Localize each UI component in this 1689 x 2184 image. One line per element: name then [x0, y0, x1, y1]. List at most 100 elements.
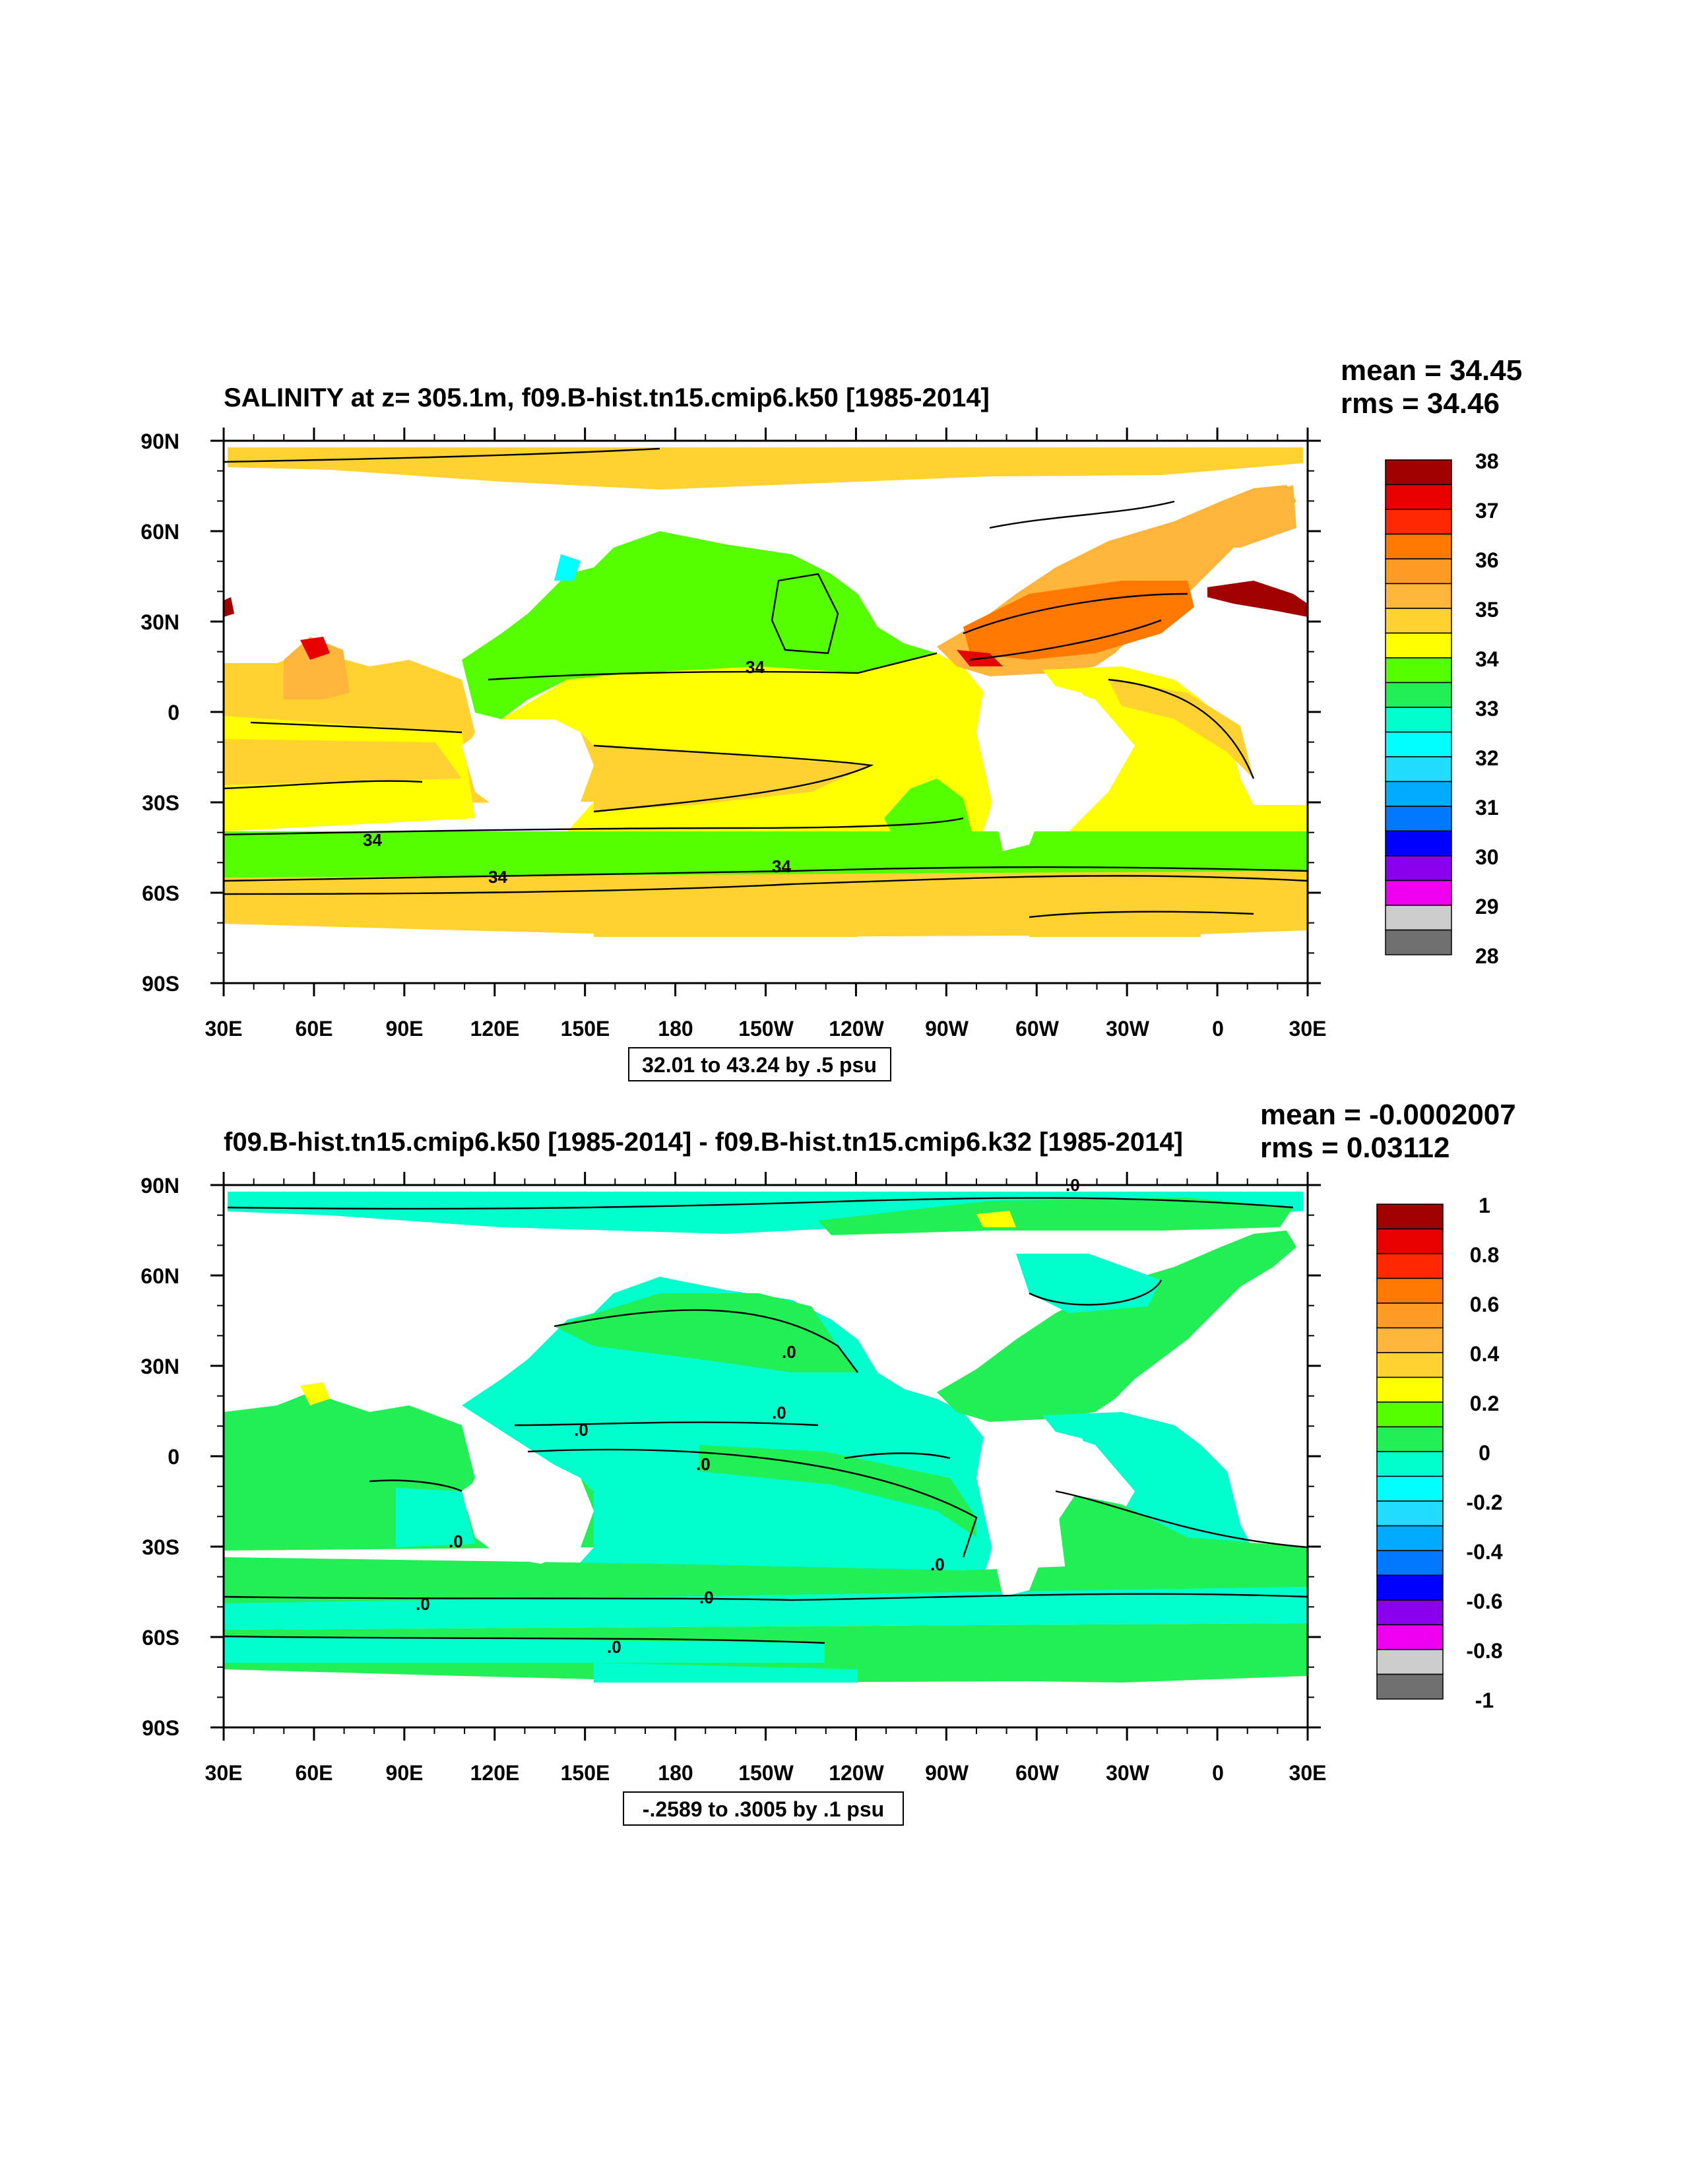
- colorbar-swatch: [1376, 1204, 1444, 1230]
- lat-tick-label: 30S: [142, 1535, 179, 1559]
- lat-tick-label: 90S: [142, 972, 179, 996]
- panel-2-colorbar-labels: 1 0.8 0.6 0.4 0.2 0 -0.2 -0.4 -0.6 -0.8 …: [1466, 1194, 1502, 1712]
- lon-tick-label: 120E: [470, 1017, 520, 1041]
- colorbar-label: 36: [1475, 548, 1499, 572]
- lat-tick-label: 60N: [141, 520, 179, 544]
- lon-tick-label: 60W: [1015, 1017, 1060, 1041]
- lat-tick-label: 60N: [141, 1264, 179, 1288]
- colorbar-label: -0.2: [1466, 1491, 1502, 1514]
- colorbar-label: 1: [1479, 1194, 1490, 1217]
- colorbar-swatch: [1376, 1624, 1444, 1650]
- colorbar-label: 0.6: [1470, 1293, 1499, 1316]
- panel-2-contour-label: .0: [1066, 1175, 1080, 1195]
- colorbar-swatch: [1376, 1525, 1444, 1551]
- panel-1-map-field: [224, 441, 1308, 983]
- lon-tick-label: 150W: [738, 1761, 794, 1785]
- panel-2-contour-label: .0: [607, 1637, 621, 1657]
- colorbar-swatch: [1376, 1401, 1444, 1428]
- panel-2-contour-label: .0: [416, 1594, 430, 1614]
- colorbar-swatch: [1385, 905, 1452, 931]
- panel-2-contour-label: .0: [782, 1342, 796, 1362]
- panel-1-mean: mean = 34.45: [1341, 354, 1522, 387]
- colorbar-swatch: [1385, 632, 1452, 658]
- panel-2-title: f09.B-hist.tn15.cmip6.k50 [1985-2014] - …: [224, 1128, 1183, 1157]
- colorbar-label: 29: [1475, 895, 1499, 918]
- lat-tick-label: 30S: [142, 791, 179, 815]
- colorbar-swatch: [1376, 1376, 1444, 1403]
- panel-2-contour-label: .0: [696, 1454, 711, 1474]
- lat-tick-label: 90S: [142, 1716, 179, 1740]
- colorbar-swatch: [1385, 806, 1452, 832]
- panel-1-info-box: [628, 1047, 891, 1081]
- panel-2-contour-label: .0: [930, 1555, 945, 1574]
- colorbar-swatch: [1376, 1500, 1444, 1527]
- lon-tick-label: 150E: [561, 1017, 610, 1041]
- colorbar-swatch: [1376, 1352, 1444, 1378]
- panel-1-title: SALINITY at z= 305.1m, f09.B-hist.tn15.c…: [224, 383, 990, 412]
- panel-2-info-text: -.2589 to .3005 by .1 psu: [643, 1797, 884, 1821]
- colorbar-swatch: [1385, 459, 1452, 486]
- panel-2-contour-label: .0: [449, 1531, 463, 1551]
- colorbar-label: 0.8: [1470, 1243, 1499, 1267]
- lon-tick-label: 90W: [925, 1761, 969, 1785]
- lon-tick-label: 0: [1212, 1761, 1224, 1785]
- colorbar-swatch: [1376, 1451, 1444, 1477]
- colorbar-swatch: [1385, 558, 1452, 585]
- panel-1-colorbar: [1385, 459, 1452, 955]
- lon-tick-label: 120W: [829, 1761, 884, 1785]
- colorbar-swatch: [1376, 1673, 1444, 1700]
- lat-tick-label: 30N: [141, 610, 179, 634]
- colorbar-label: 0.4: [1470, 1342, 1500, 1366]
- panel-2-contour-label: .0: [772, 1403, 786, 1423]
- colorbar-swatch: [1385, 830, 1452, 856]
- lon-tick-label: 120W: [829, 1017, 884, 1041]
- colorbar-swatch: [1385, 756, 1452, 783]
- lat-tick-label: 90N: [141, 430, 179, 453]
- panel-1-rms: rms = 34.46: [1341, 387, 1500, 420]
- axis-tick-marks: [210, 428, 1321, 1741]
- lat-tick-label: 90N: [141, 1174, 179, 1198]
- colorbar-swatch: [1376, 1574, 1444, 1601]
- colorbar-swatch: [1376, 1649, 1444, 1675]
- colorbar-label: 32: [1475, 746, 1499, 770]
- panel-1-info-text: 32.01 to 43.24 by .5 psu: [642, 1053, 877, 1077]
- lon-tick-label: 30E: [205, 1761, 243, 1785]
- colorbar-swatch: [1385, 707, 1452, 733]
- lat-tick-label: 30N: [141, 1355, 179, 1378]
- colorbar-swatch: [1385, 533, 1452, 560]
- colorbar-swatch: [1376, 1228, 1444, 1254]
- lon-tick-label: 90E: [386, 1761, 424, 1785]
- colorbar-label: -0.6: [1466, 1590, 1502, 1613]
- colorbar-swatch: [1376, 1327, 1444, 1353]
- colorbar-label: -0.8: [1466, 1639, 1502, 1663]
- colorbar-swatch: [1376, 1550, 1444, 1576]
- colorbar-label: -1: [1475, 1688, 1494, 1712]
- lon-tick-label: 60E: [296, 1761, 333, 1785]
- panel-1-contour-label: 34: [772, 856, 791, 876]
- lat-tick-label: 0: [168, 1445, 179, 1469]
- colorbar-swatch: [1376, 1277, 1444, 1304]
- lon-tick-label: 30E: [205, 1017, 243, 1041]
- lon-tick-label: 0: [1212, 1017, 1224, 1041]
- colorbar-swatch: [1376, 1475, 1444, 1502]
- lon-tick-label: 60W: [1015, 1761, 1060, 1785]
- panel-2-lat-axis: 90N 60N 30N 0 30S 60S 90S: [141, 1174, 179, 1740]
- lon-tick-label: 150W: [738, 1017, 794, 1041]
- panel-1-colorbar-labels: 38 37 36 35 34 33 32 31 30 29 28: [1475, 449, 1499, 968]
- colorbar-swatch: [1385, 929, 1452, 955]
- panel-2-colorbar: [1376, 1204, 1444, 1700]
- colorbar-label: 0.2: [1470, 1392, 1499, 1415]
- colorbar-swatch: [1376, 1599, 1444, 1626]
- lat-tick-label: 60S: [142, 882, 179, 905]
- colorbar-swatch: [1385, 880, 1452, 906]
- colorbar-label: 35: [1475, 598, 1499, 622]
- colorbar-swatch: [1376, 1302, 1444, 1329]
- panel-1-contour-label: 34: [488, 867, 507, 887]
- lon-tick-label: 30E: [1289, 1017, 1327, 1041]
- lat-tick-label: 0: [168, 701, 179, 724]
- colorbar-swatch: [1376, 1253, 1444, 1279]
- panel-2-info-box: [623, 1791, 904, 1826]
- colorbar-swatch: [1385, 657, 1452, 684]
- lon-tick-label: 150E: [561, 1761, 610, 1785]
